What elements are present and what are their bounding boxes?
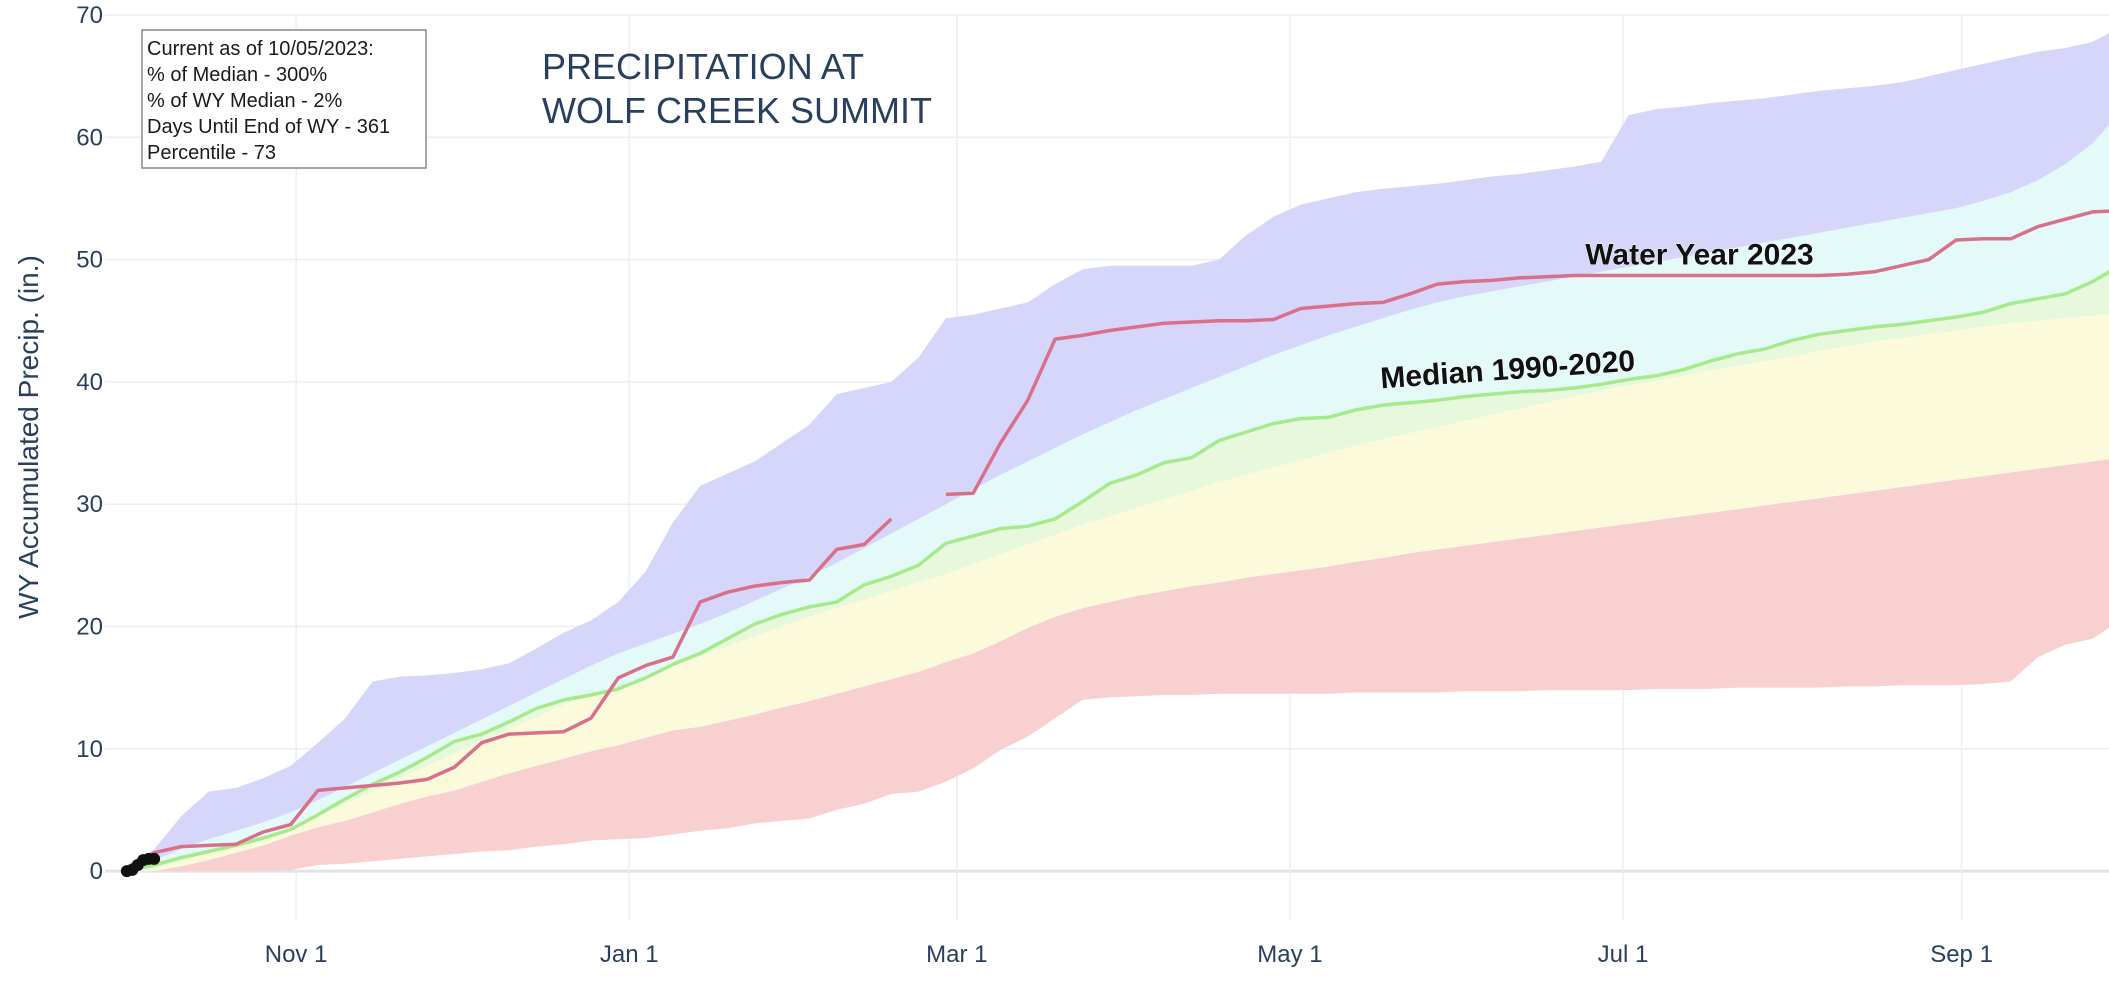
series-lines bbox=[120, 209, 2109, 878]
y-tick-label: 40 bbox=[76, 369, 103, 396]
y-tick-label: 70 bbox=[76, 2, 103, 29]
band-median19902020-to-70 bbox=[126, 125, 2109, 872]
y-tick-label: 50 bbox=[76, 247, 103, 274]
info-box-line: % of Median - 300% bbox=[147, 64, 327, 86]
band-10-to-30 bbox=[126, 314, 2109, 872]
water-year-2024-point bbox=[148, 852, 161, 865]
chart-title: PRECIPITATION AT WOLF CREEK SUMMIT bbox=[542, 46, 932, 131]
y-tick-label: 0 bbox=[90, 858, 103, 885]
info-box: Current as of 10/05/2023: % of Median - … bbox=[141, 29, 427, 169]
y-axis-ticks: 0 10 20 30 40 50 60 70 bbox=[76, 2, 103, 885]
chart-title-line-2: WOLF CREEK SUMMIT bbox=[542, 90, 932, 131]
water-year-2023-line bbox=[125, 209, 2109, 869]
x-tick-label: Mar 1 bbox=[926, 941, 987, 968]
x-tick-label: Nov 1 bbox=[265, 941, 328, 968]
y-tick-label: 60 bbox=[76, 124, 103, 151]
x-tick-label: May 1 bbox=[1257, 941, 1322, 968]
median-line bbox=[126, 270, 2109, 873]
info-box-line: Percentile - 73 bbox=[147, 142, 276, 164]
info-box-line: Current as of 10/05/2023: bbox=[147, 38, 374, 60]
y-tick-label: 30 bbox=[76, 491, 103, 518]
y-axis-label: WY Accumulated Precip. (in.) bbox=[13, 255, 44, 619]
x-tick-label: Jan 1 bbox=[600, 941, 659, 968]
y-tick-label: 10 bbox=[76, 736, 103, 763]
info-box-line: Days Until End of WY - 361 bbox=[147, 116, 390, 138]
info-box-line: % of WY Median - 2% bbox=[147, 90, 342, 112]
x-tick-label: Sep 1 bbox=[1930, 941, 1993, 968]
info-box-frame bbox=[141, 29, 427, 169]
x-axis-ticks: Nov 1 Jan 1 Mar 1 May 1 Jul 1 Sep 1 bbox=[265, 941, 1993, 968]
chart-title-line-1: PRECIPITATION AT bbox=[542, 46, 864, 87]
x-tick-label: Jul 1 bbox=[1598, 941, 1649, 968]
y-tick-label: 20 bbox=[76, 613, 103, 640]
series-annotation: Water Year 2023 bbox=[1585, 238, 1814, 271]
band-min-to-10 bbox=[126, 459, 2109, 872]
band-70-to-max bbox=[126, 33, 2109, 872]
